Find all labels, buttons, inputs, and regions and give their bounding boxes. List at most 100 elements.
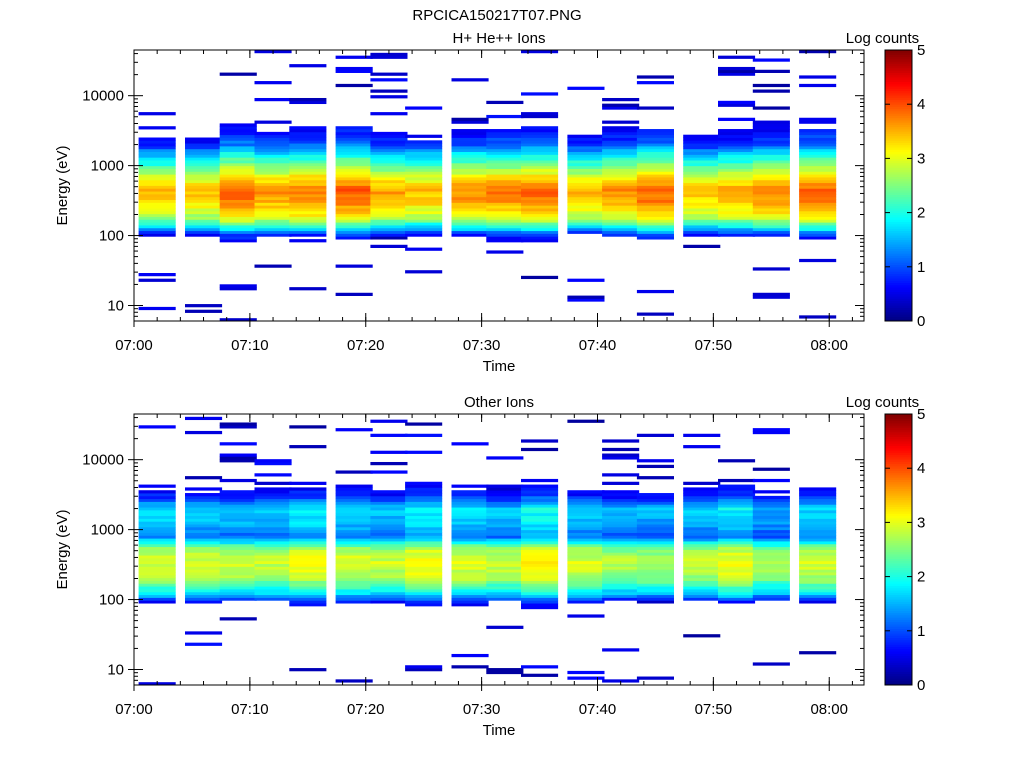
spectrogram-cell: [335, 538, 373, 542]
spectrogram-cell: [335, 495, 373, 500]
spectrogram-cell: [636, 495, 674, 500]
spectrogram-cell: [289, 168, 327, 172]
spectrogram-cell: [683, 227, 721, 232]
spectrogram-cell: [486, 250, 524, 254]
spectrogram-cell: [636, 521, 674, 525]
colorbar-segment: [885, 88, 912, 92]
colorbar-segment: [885, 524, 912, 528]
spectrogram-cell: [335, 126, 373, 130]
spectrogram-cell: [219, 569, 257, 573]
spectrogram-cell: [486, 487, 524, 491]
colorbar-segment: [885, 434, 912, 437]
spectrogram-cell: [335, 566, 373, 570]
spectrogram-cell: [636, 546, 674, 550]
spectrogram-cell: [289, 134, 327, 138]
spectrogram-cell: [451, 78, 489, 82]
spectrogram-cell: [718, 103, 756, 107]
spectrogram-cell: [567, 557, 605, 562]
spectrogram-cell: [289, 140, 327, 144]
spectrogram-cell: [752, 583, 790, 587]
spectrogram-cell: [451, 165, 489, 169]
spectrogram-cell: [799, 258, 837, 263]
spectrogram-cell: [185, 151, 223, 155]
spectrogram-cell: [289, 179, 327, 184]
spectrogram-cell: [405, 591, 443, 596]
colorbar-segment: [885, 666, 912, 670]
spectrogram-cell: [718, 577, 756, 581]
spectrogram-cell: [799, 538, 837, 542]
spectrogram-cell: [219, 160, 257, 164]
spectrogram-cell: [718, 219, 756, 223]
spectrogram-cell: [718, 597, 756, 601]
colorbar-segment: [885, 531, 912, 535]
spectrogram-cell: [752, 267, 790, 271]
spectrogram-cell: [636, 529, 674, 533]
colorbar-segment: [885, 490, 912, 494]
spectrogram-cell: [636, 512, 674, 517]
colorbar-tick-label: 2: [917, 205, 925, 222]
spectrogram-cell: [636, 532, 674, 536]
spectrogram-cell: [370, 208, 408, 212]
spectrogram-cell: [718, 227, 756, 232]
spectrogram-cell: [289, 538, 327, 542]
colorbar-segment: [885, 596, 912, 600]
spectrogram-cell: [718, 541, 756, 545]
spectrogram-cell: [138, 208, 176, 212]
colorbar-segment: [885, 110, 912, 114]
spectrogram-cell: [683, 481, 721, 485]
spectrogram-cell: [799, 552, 837, 556]
spectrogram-cell: [254, 461, 292, 466]
spectrogram-cell: [718, 230, 756, 234]
colorbar-segment: [885, 644, 912, 648]
spectrogram-cell: [718, 225, 756, 229]
x-tick-label: 07:10: [231, 701, 269, 718]
spectrogram-cell: [683, 188, 721, 192]
spectrogram-cell: [335, 193, 373, 198]
spectrogram-cell: [370, 154, 408, 158]
spectrogram-cell: [752, 292, 790, 296]
spectrogram-cell: [752, 509, 790, 514]
spectrogram-cell: [405, 433, 443, 437]
spectrogram-cell: [567, 546, 605, 550]
spectrogram-cell: [451, 507, 489, 511]
spectrogram-cell: [451, 208, 489, 212]
colorbar-segment: [885, 108, 912, 112]
spectrogram-cell: [138, 557, 176, 562]
colorbar-segment: [885, 511, 912, 514]
colorbar-segment: [885, 280, 912, 284]
spectrogram-cell: [799, 210, 837, 215]
colorbar-segment: [885, 416, 912, 419]
spectrogram-cell: [683, 634, 721, 638]
spectrogram-cell: [799, 193, 837, 198]
spectrogram-cell: [683, 445, 721, 449]
spectrogram-cell: [451, 493, 489, 497]
spectrogram-cell: [254, 583, 292, 587]
spectrogram-cell: [683, 563, 721, 567]
spectrogram-cell: [521, 202, 559, 206]
spectrogram-cell: [602, 572, 640, 576]
spectrogram-cell: [799, 574, 837, 579]
spectrogram-cell: [335, 205, 373, 209]
spectrogram-cell: [289, 541, 327, 545]
spectrogram-cell: [636, 557, 674, 562]
spectrogram-cell: [521, 196, 559, 201]
spectrogram-cell: [486, 594, 524, 598]
spectrogram-cell: [289, 219, 327, 223]
spectrogram-cell: [289, 213, 327, 217]
spectrogram-cell: [521, 140, 559, 144]
spectrogram-cell: [370, 566, 408, 570]
spectrogram-cell: [718, 160, 756, 164]
spectrogram-cell: [718, 549, 756, 553]
spectrogram-cell: [405, 487, 443, 491]
spectrogram-cell: [185, 557, 223, 562]
spectrogram-cell: [799, 600, 837, 604]
spectrogram-cell: [289, 586, 327, 590]
spectrogram-cell: [405, 143, 443, 147]
spectrogram-cell: [567, 509, 605, 514]
spectrogram-cell: [602, 145, 640, 150]
spectrogram-cell: [486, 114, 524, 119]
spectrogram-cell: [636, 162, 674, 167]
spectrogram-cell: [405, 552, 443, 556]
spectrogram-cell: [636, 140, 674, 144]
spectrogram-cell: [370, 526, 408, 531]
